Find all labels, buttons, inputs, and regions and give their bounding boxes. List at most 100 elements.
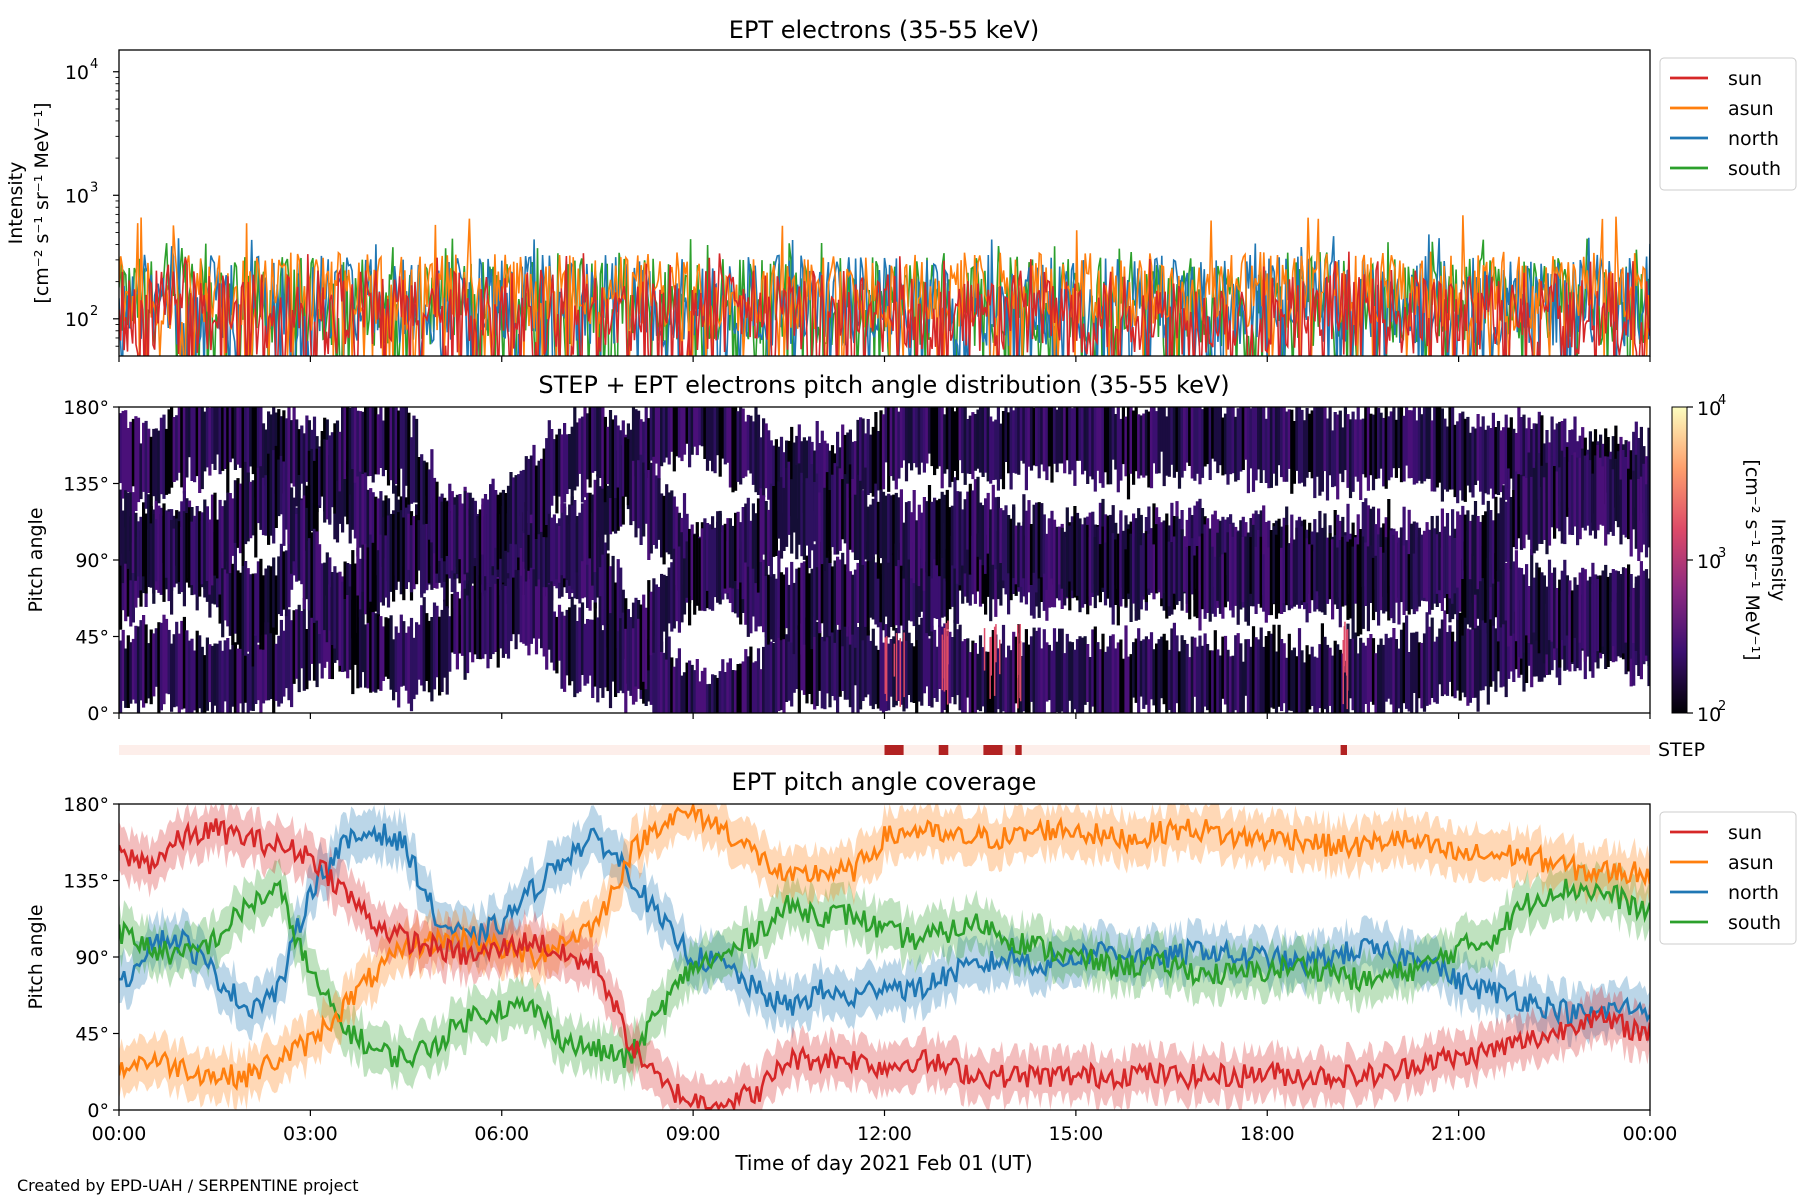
heatmap-cell	[1343, 535, 1347, 606]
heatmap-cell	[1147, 639, 1151, 713]
heatmap-cell	[402, 621, 406, 686]
heatmap-cell	[800, 623, 804, 691]
legend-label-north: north	[1728, 128, 1779, 150]
heatmap-cell	[833, 615, 837, 701]
heatmap-cell	[1190, 636, 1194, 713]
heatmap-cell	[1058, 628, 1062, 713]
heatmap-cell	[1402, 622, 1406, 704]
heatmap-cell	[682, 558, 687, 615]
heatmap-cell	[1045, 407, 1049, 481]
heatmap-cell	[261, 477, 266, 536]
heatmap-cell	[320, 563, 324, 631]
heatmap-cell	[711, 407, 715, 472]
heatmap-cell	[777, 618, 781, 712]
heatmap-cell	[302, 597, 306, 691]
heatmap-cell	[251, 646, 255, 711]
heatmap-cell	[995, 624, 997, 663]
heatmap-cell	[1249, 646, 1253, 713]
heatmap-cell	[228, 553, 232, 636]
heatmap-cell	[1203, 407, 1207, 467]
heatmap-cell	[838, 623, 842, 697]
heatmap-cell	[591, 494, 595, 586]
heatmap-cell	[1471, 603, 1475, 698]
heatmap-cell	[555, 523, 559, 580]
heatmap-cell	[1315, 657, 1319, 713]
heatmap-cell	[1098, 649, 1102, 713]
heatmap-cell	[573, 604, 577, 698]
heatmap-cell	[1137, 628, 1141, 713]
heatmap-cell	[1149, 528, 1154, 593]
heatmap-cell	[509, 507, 513, 597]
heatmap-cell	[994, 497, 998, 570]
heatmap-cell	[649, 591, 653, 656]
heatmap-cell	[1185, 407, 1189, 463]
heatmap-cell	[251, 407, 255, 475]
heatmap-cell	[249, 407, 253, 467]
heatmap-cell	[853, 569, 858, 648]
heatmap-cell	[366, 407, 370, 477]
heatmap-cell	[1027, 644, 1031, 713]
heatmap-cell	[1547, 612, 1552, 675]
heatmap-cell	[1466, 510, 1470, 566]
heatmap-cell	[1581, 448, 1585, 528]
heatmap-cell	[1394, 531, 1398, 603]
heatmap-cell	[741, 507, 745, 600]
heatmap-cell	[624, 628, 628, 713]
heatmap-cell	[624, 598, 628, 659]
heatmap-cell	[318, 544, 322, 634]
heatmap-cell	[244, 561, 248, 656]
heatmap-cell	[1308, 413, 1312, 472]
heatmap-cell	[1282, 643, 1286, 704]
heatmap-cell	[1106, 407, 1110, 485]
heatmap-cell	[374, 613, 378, 693]
heatmap-cell	[1032, 504, 1036, 573]
heatmap-cell	[782, 452, 786, 513]
heatmap-cell	[1323, 407, 1327, 472]
heatmap-cell	[1229, 407, 1233, 475]
heatmap-cell	[1374, 555, 1378, 612]
heatmap-cell	[1509, 562, 1513, 636]
heatmap-cell	[903, 632, 905, 698]
heatmap-cell	[1109, 407, 1113, 485]
heatmap-cell	[381, 517, 385, 606]
heatmap-cell	[927, 407, 932, 454]
heatmap-cell	[1236, 633, 1240, 713]
heatmap-cell	[1183, 407, 1187, 471]
heatmap-cell	[216, 549, 220, 608]
heatmap-cell	[420, 520, 424, 598]
heatmap-cell	[167, 409, 171, 494]
heatmap-cell	[348, 407, 352, 495]
heatmap-cell	[583, 407, 587, 498]
heatmap-cell	[920, 617, 924, 706]
heatmap-cell	[481, 584, 485, 659]
heatmap-cell	[1382, 417, 1386, 487]
heatmap-cell	[1425, 612, 1429, 706]
heatmap-cell	[460, 591, 465, 656]
heatmap-cell	[690, 407, 694, 455]
heatmap-cell	[420, 605, 424, 686]
heatmap-cell	[1445, 426, 1450, 492]
heatmap-cell	[670, 490, 674, 560]
heatmap-cell	[1305, 645, 1309, 713]
heatmap-cell	[119, 534, 123, 630]
heatmap-cell	[1310, 646, 1314, 706]
heatmap-cell	[1226, 407, 1230, 485]
heatmap-cell	[586, 413, 590, 480]
heatmap-cell	[782, 487, 786, 551]
heatmap-cell	[195, 407, 199, 477]
heatmap-cell	[172, 417, 176, 482]
heatmap-cell	[578, 512, 582, 576]
heatmap-cell	[1389, 411, 1393, 478]
heatmap-cell	[1096, 407, 1100, 471]
heatmap-cell	[1231, 655, 1235, 713]
heatmap-cell	[1621, 567, 1626, 654]
heatmap-cell	[879, 619, 883, 711]
heatmap-cell	[642, 462, 646, 537]
heatmap-cell	[448, 483, 452, 579]
heatmap-cell	[468, 571, 472, 653]
heatmap-cell	[297, 604, 301, 693]
heatmap-cell	[1259, 407, 1263, 483]
heatmap-cell	[529, 567, 533, 644]
heatmap-cell	[1004, 505, 1008, 577]
heatmap-cell	[1274, 534, 1279, 619]
